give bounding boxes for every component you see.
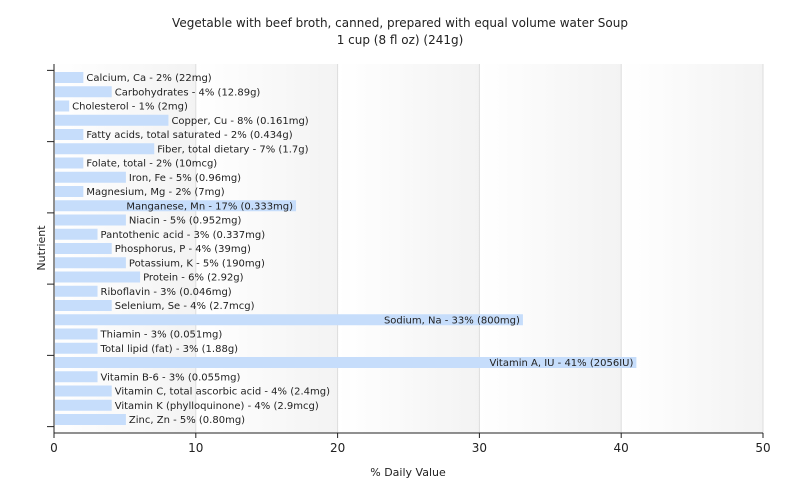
bar-label: Selenium, Se - 4% (2.7mcg) <box>115 301 255 312</box>
bar <box>55 257 126 269</box>
bar-label: Fatty acids, total saturated - 2% (0.434… <box>86 130 292 141</box>
bar <box>55 357 637 368</box>
label-layer: Calcium, Ca - 2% (22mg) Carbohydrates - 4… <box>72 73 633 426</box>
bar <box>55 129 84 140</box>
chart-subtitle: 1 cup (8 fl oz) (241g) <box>337 33 464 47</box>
bar <box>55 186 84 197</box>
x-tick-label: 50 <box>755 441 770 455</box>
bar <box>55 243 112 254</box>
tick-layer: 0 10 20 30 40 50 <box>47 69 771 455</box>
bar-label: Vitamin K (phylloquinone) - 4% (2.9mcg) <box>115 401 319 412</box>
bar <box>55 86 112 98</box>
bar <box>55 157 84 169</box>
x-tick-label: 30 <box>472 441 487 455</box>
bar <box>55 314 523 326</box>
bar <box>55 171 126 183</box>
y-axis-title: Nutrient <box>35 225 48 271</box>
x-tick-label: 40 <box>614 441 629 455</box>
bar-label: Carbohydrates - 4% (12.89g) <box>115 87 261 98</box>
grid-band <box>479 64 622 433</box>
bar-label: Vitamin C, total ascorbic acid - 4% (2.4… <box>115 387 330 398</box>
bar-label: Niacin - 5% (0.952mg) <box>129 216 242 227</box>
x-tick-label: 10 <box>188 441 203 455</box>
axis-layer <box>53 64 763 434</box>
bar <box>55 342 98 354</box>
bar-label: Potassium, K - 5% (190mg) <box>129 258 265 269</box>
chart-title: Vegetable with beef broth, canned, prepa… <box>172 16 628 30</box>
bar-label: Phosphorus, P - 4% (39mg) <box>115 244 251 255</box>
x-tick-label: 0 <box>50 441 58 455</box>
bar <box>55 414 126 425</box>
bar-label: Copper, Cu - 8% (0.161mg) <box>171 116 308 127</box>
bar-layer <box>55 72 637 425</box>
bar <box>55 214 126 226</box>
bar-label: Iron, Fe - 5% (0.96mg) <box>129 173 241 184</box>
bar-label: Manganese, Mn - 17% (0.333mg) <box>126 201 293 212</box>
bar <box>55 114 169 126</box>
bar-label: Calcium, Ca - 2% (22mg) <box>86 73 211 84</box>
grid-band <box>621 64 763 433</box>
bar-label: Folate, total - 2% (10mcg) <box>86 159 217 170</box>
x-tick-label: 20 <box>330 441 345 455</box>
bar-label: Pantothenic acid - 3% (0.337mg) <box>101 230 266 241</box>
bar-label: Thiamin - 3% (0.051mg) <box>100 330 223 341</box>
bar-label: Vitamin B-6 - 3% (0.055mg) <box>101 372 241 383</box>
bar <box>55 228 98 240</box>
bar <box>55 385 112 397</box>
bar-label: Sodium, Na - 33% (800mg) <box>384 315 520 326</box>
bar-label: Vitamin A, IU - 41% (2056IU) <box>490 358 634 369</box>
bar <box>55 72 84 83</box>
x-axis-title: % Daily Value <box>370 466 446 479</box>
bar <box>55 143 155 155</box>
bar <box>55 271 141 283</box>
bar-label: Zinc, Zn - 5% (0.80mg) <box>129 415 245 426</box>
bar <box>55 328 98 340</box>
bar <box>55 399 112 411</box>
bar-label: Total lipid (fat) - 3% (1.88g) <box>100 344 239 355</box>
grid-band <box>337 64 480 433</box>
grid-layer <box>54 64 764 433</box>
grid-band <box>195 64 338 433</box>
bar-label: Cholesterol - 1% (2mg) <box>72 102 188 113</box>
bar-label: Magnesium, Mg - 2% (7mg) <box>86 187 224 198</box>
bar <box>55 300 112 311</box>
bar <box>55 285 98 297</box>
bar <box>55 200 297 212</box>
bar-label: Fiber, total dietary - 7% (1.7g) <box>157 144 308 155</box>
bar <box>55 371 98 383</box>
bar-label: Riboflavin - 3% (0.046mg) <box>101 287 232 298</box>
bar-label: Protein - 6% (2.92g) <box>143 273 244 284</box>
bar <box>55 100 70 112</box>
